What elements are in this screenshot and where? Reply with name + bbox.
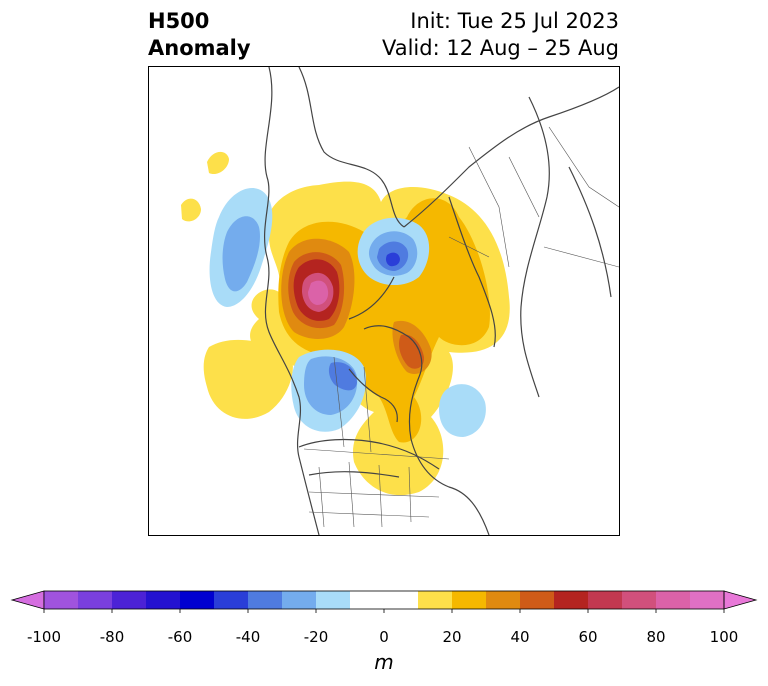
colorbar-bin [316,591,350,609]
negative-anomaly-canada-30m [328,362,357,391]
colorbar-bin [452,591,486,609]
colorbar-bin [44,591,78,609]
map-canvas [181,67,619,535]
colorbar-bin [112,591,146,609]
map-title-left: H500 Anomaly [148,8,251,62]
anomaly-80m [308,280,329,305]
colorbar-tick-label: -80 [99,628,125,646]
colorbar-bin [418,591,452,609]
positive-anomaly-small-1 [181,198,201,222]
colorbar-tick-label: 40 [510,628,530,646]
positive-anomaly-small-2 [207,151,229,175]
title-variable: H500 [148,9,210,33]
negative-anomaly-atlantic [439,384,486,437]
colorbar-bin [350,591,418,609]
map-title-right: Init: Tue 25 Jul 2023 Valid: 12 Aug – 25… [382,8,619,62]
colorbar-tick-label: -100 [26,628,62,646]
colorbar-bin [248,591,282,609]
init-date: Init: Tue 25 Jul 2023 [410,9,619,33]
colorbar [10,590,758,613]
colorbar-tick-label: -40 [235,628,261,646]
anomaly-map [148,66,620,536]
coastlines [264,67,619,535]
colorbar-extend-min [10,590,45,610]
colorbar-bin [656,591,690,609]
colorbar-tick-label: 80 [646,628,666,646]
anomaly-40m-east [399,334,425,369]
colorbar-tick-label: 100 [709,628,739,646]
colorbar-bin [282,591,316,609]
colorbar-bin [622,591,656,609]
negative-anomaly-pacific-20m [222,216,260,292]
colorbar-tick-label: 0 [379,628,389,646]
colorbar-bin [78,591,112,609]
colorbar-bin [180,591,214,609]
colorbar-extend-max [723,590,758,610]
colorbar-bin [588,591,622,609]
colorbar-bin [554,591,588,609]
colorbar-bin [214,591,248,609]
valid-range: Valid: 12 Aug – 25 Aug [381,36,619,60]
positive-anomaly-west [203,339,293,419]
colorbar-tick-label: 20 [442,628,462,646]
colorbar-unit-label: m [374,650,394,674]
colorbar-bin [520,591,554,609]
colorbar-bin [486,591,520,609]
colorbar-tick-label: 60 [578,628,598,646]
negative-anomaly-arctic-50m [386,252,400,267]
colorbar-bin [690,591,724,609]
colorbar-tick-label: -20 [303,628,329,646]
colorbar-bin [146,591,180,609]
colorbar-tick-label: -60 [167,628,193,646]
title-field: Anomaly [148,36,251,60]
political-borders [303,126,619,528]
